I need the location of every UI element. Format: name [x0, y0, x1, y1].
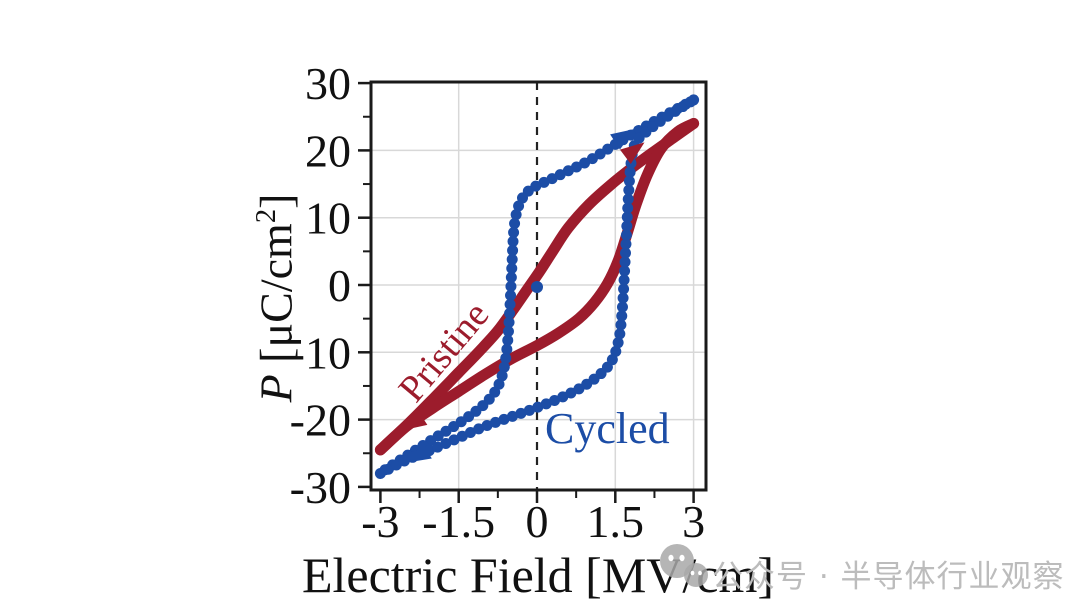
y-axis-unit-pre: [μC/cm	[250, 223, 302, 375]
cycled-direction-arrow	[610, 128, 636, 150]
x-tick-label: -3	[361, 496, 399, 547]
y-axis-sup: 2	[251, 208, 283, 224]
x-tick-label: 0	[526, 496, 549, 547]
y-tick-label: -30	[290, 462, 351, 513]
pristine-descending-branch	[374, 117, 700, 456]
cycled-start-marker	[531, 281, 543, 294]
y-axis-title: P [μC/cm2]	[250, 194, 303, 403]
cycled-direction-arrow	[406, 442, 432, 463]
y-tick-label: 20	[305, 125, 351, 176]
y-axis-symbol: P	[250, 374, 302, 403]
y-tick-label: -10	[290, 327, 351, 378]
y-tick-label: -20	[290, 395, 351, 446]
y-tick-label: 0	[328, 260, 351, 311]
pristine-direction-arrow	[402, 409, 428, 431]
pristine-direction-arrow	[619, 142, 645, 164]
y-axis-unit-post: ]	[250, 193, 302, 209]
y-tick-label: 10	[305, 193, 351, 244]
x-tick-label: -1.5	[422, 496, 495, 547]
watermark-text: 公众号 · 半导体行业观察	[712, 559, 1065, 595]
cycled-series-label: Cycled	[545, 404, 670, 453]
x-tick-label: 3	[682, 496, 705, 547]
wechat-icon	[660, 544, 708, 587]
curves-layer	[374, 94, 700, 479]
pristine-ascending-branch	[374, 117, 700, 456]
y-tick-label: 30	[305, 58, 351, 109]
x-tick-label: 1.5	[587, 496, 645, 547]
